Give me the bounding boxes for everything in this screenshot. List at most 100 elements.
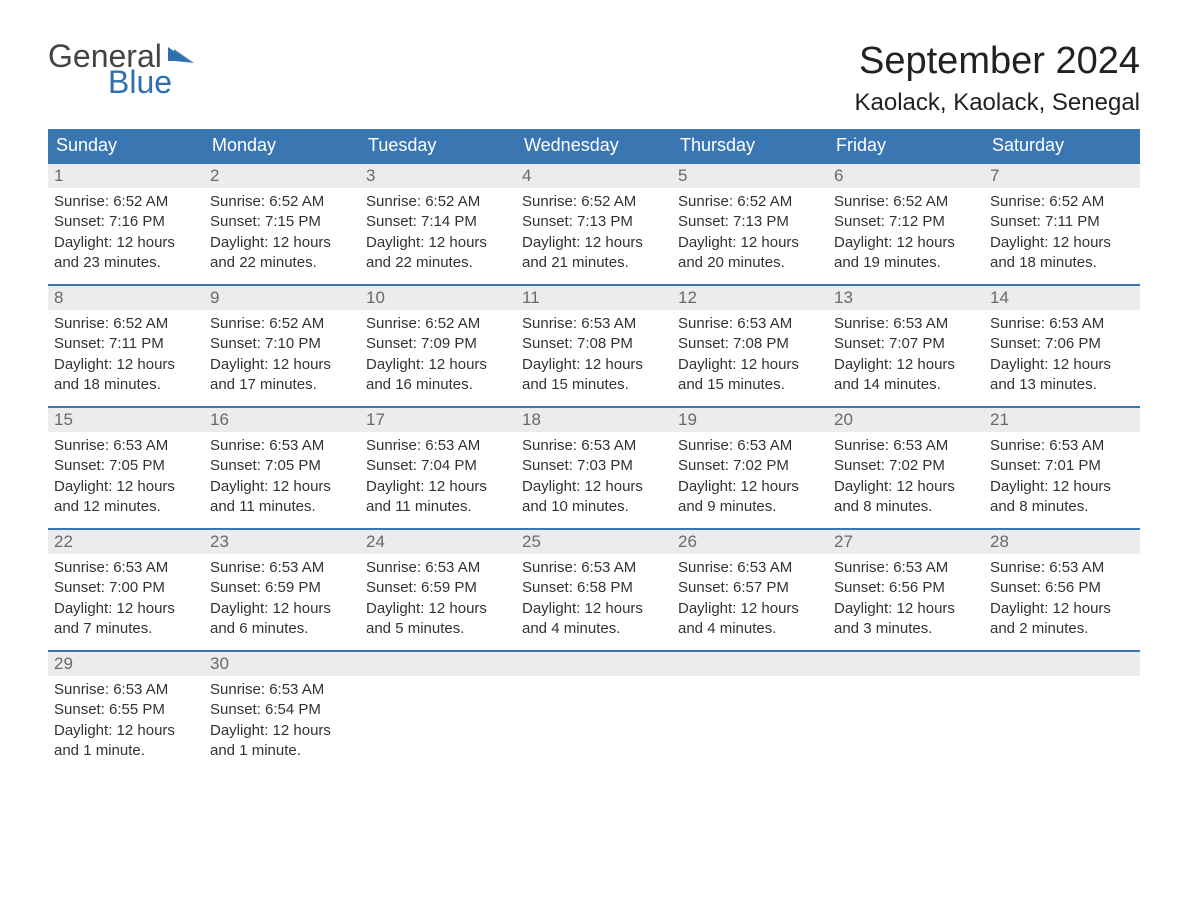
sunset-line: Sunset: 6:57 PM	[678, 578, 822, 598]
day-body: Sunrise: 6:53 AMSunset: 7:02 PMDaylight:…	[672, 432, 828, 525]
sunset-line: Sunset: 7:08 PM	[522, 334, 666, 354]
title-block: September 2024 Kaolack, Kaolack, Senegal	[854, 40, 1140, 117]
location-text: Kaolack, Kaolack, Senegal	[854, 89, 1140, 117]
day-number: 26	[672, 530, 828, 554]
sunset-line: Sunset: 7:04 PM	[366, 456, 510, 476]
daylight-line: Daylight: 12 hours and 3 minutes.	[834, 599, 978, 640]
day-number: 21	[984, 408, 1140, 432]
day-cell: 8Sunrise: 6:52 AMSunset: 7:11 PMDaylight…	[48, 286, 204, 406]
week-row: 1Sunrise: 6:52 AMSunset: 7:16 PMDaylight…	[48, 162, 1140, 284]
sunset-line: Sunset: 7:01 PM	[990, 456, 1134, 476]
day-body: Sunrise: 6:53 AMSunset: 7:04 PMDaylight:…	[360, 432, 516, 525]
sunset-line: Sunset: 7:02 PM	[678, 456, 822, 476]
week-row: 15Sunrise: 6:53 AMSunset: 7:05 PMDayligh…	[48, 406, 1140, 528]
day-body: Sunrise: 6:53 AMSunset: 7:00 PMDaylight:…	[48, 554, 204, 647]
day-number: 17	[360, 408, 516, 432]
empty-day-bar	[516, 652, 672, 676]
day-cell: 12Sunrise: 6:53 AMSunset: 7:08 PMDayligh…	[672, 286, 828, 406]
sunset-line: Sunset: 7:16 PM	[54, 212, 198, 232]
weekday-header: Sunday	[48, 129, 204, 162]
day-cell: 5Sunrise: 6:52 AMSunset: 7:13 PMDaylight…	[672, 164, 828, 284]
day-cell: 26Sunrise: 6:53 AMSunset: 6:57 PMDayligh…	[672, 530, 828, 650]
daylight-line: Daylight: 12 hours and 19 minutes.	[834, 233, 978, 274]
sunrise-line: Sunrise: 6:52 AM	[522, 192, 666, 212]
sunrise-line: Sunrise: 6:53 AM	[990, 436, 1134, 456]
sunrise-line: Sunrise: 6:53 AM	[990, 558, 1134, 578]
sunrise-line: Sunrise: 6:53 AM	[54, 680, 198, 700]
sunrise-line: Sunrise: 6:52 AM	[54, 314, 198, 334]
sunset-line: Sunset: 6:56 PM	[834, 578, 978, 598]
sunset-line: Sunset: 7:13 PM	[522, 212, 666, 232]
day-cell: 7Sunrise: 6:52 AMSunset: 7:11 PMDaylight…	[984, 164, 1140, 284]
day-cell: 25Sunrise: 6:53 AMSunset: 6:58 PMDayligh…	[516, 530, 672, 650]
day-body: Sunrise: 6:53 AMSunset: 7:05 PMDaylight:…	[48, 432, 204, 525]
day-body: Sunrise: 6:53 AMSunset: 6:59 PMDaylight:…	[360, 554, 516, 647]
weekday-header-row: Sunday Monday Tuesday Wednesday Thursday…	[48, 129, 1140, 162]
day-cell: 28Sunrise: 6:53 AMSunset: 6:56 PMDayligh…	[984, 530, 1140, 650]
sunset-line: Sunset: 7:10 PM	[210, 334, 354, 354]
weekday-header: Tuesday	[360, 129, 516, 162]
daylight-line: Daylight: 12 hours and 18 minutes.	[54, 355, 198, 396]
sunrise-line: Sunrise: 6:53 AM	[210, 558, 354, 578]
day-body: Sunrise: 6:52 AMSunset: 7:11 PMDaylight:…	[48, 310, 204, 403]
daylight-line: Daylight: 12 hours and 4 minutes.	[678, 599, 822, 640]
day-body: Sunrise: 6:52 AMSunset: 7:16 PMDaylight:…	[48, 188, 204, 281]
sunrise-line: Sunrise: 6:52 AM	[366, 314, 510, 334]
daylight-line: Daylight: 12 hours and 18 minutes.	[990, 233, 1134, 274]
day-number: 30	[204, 652, 360, 676]
weekday-header: Monday	[204, 129, 360, 162]
week-row: 22Sunrise: 6:53 AMSunset: 7:00 PMDayligh…	[48, 528, 1140, 650]
day-body: Sunrise: 6:52 AMSunset: 7:13 PMDaylight:…	[516, 188, 672, 281]
sunset-line: Sunset: 7:03 PM	[522, 456, 666, 476]
day-number: 13	[828, 286, 984, 310]
day-cell	[672, 652, 828, 772]
sunset-line: Sunset: 7:05 PM	[210, 456, 354, 476]
sunrise-line: Sunrise: 6:52 AM	[366, 192, 510, 212]
day-number: 25	[516, 530, 672, 554]
day-body: Sunrise: 6:53 AMSunset: 7:02 PMDaylight:…	[828, 432, 984, 525]
day-cell: 22Sunrise: 6:53 AMSunset: 7:00 PMDayligh…	[48, 530, 204, 650]
day-cell: 19Sunrise: 6:53 AMSunset: 7:02 PMDayligh…	[672, 408, 828, 528]
day-number: 11	[516, 286, 672, 310]
sunrise-line: Sunrise: 6:53 AM	[834, 314, 978, 334]
daylight-line: Daylight: 12 hours and 10 minutes.	[522, 477, 666, 518]
week-row: 8Sunrise: 6:52 AMSunset: 7:11 PMDaylight…	[48, 284, 1140, 406]
sunrise-line: Sunrise: 6:53 AM	[834, 558, 978, 578]
empty-day-bar	[360, 652, 516, 676]
sunset-line: Sunset: 6:55 PM	[54, 700, 198, 720]
day-cell: 11Sunrise: 6:53 AMSunset: 7:08 PMDayligh…	[516, 286, 672, 406]
empty-day-bar	[984, 652, 1140, 676]
day-body: Sunrise: 6:53 AMSunset: 6:54 PMDaylight:…	[204, 676, 360, 769]
day-number: 29	[48, 652, 204, 676]
weekday-header: Saturday	[984, 129, 1140, 162]
day-number: 24	[360, 530, 516, 554]
sunset-line: Sunset: 7:02 PM	[834, 456, 978, 476]
day-number: 1	[48, 164, 204, 188]
sunset-line: Sunset: 7:11 PM	[54, 334, 198, 354]
day-cell: 23Sunrise: 6:53 AMSunset: 6:59 PMDayligh…	[204, 530, 360, 650]
daylight-line: Daylight: 12 hours and 17 minutes.	[210, 355, 354, 396]
day-cell: 27Sunrise: 6:53 AMSunset: 6:56 PMDayligh…	[828, 530, 984, 650]
day-number: 23	[204, 530, 360, 554]
day-body: Sunrise: 6:53 AMSunset: 7:01 PMDaylight:…	[984, 432, 1140, 525]
daylight-line: Daylight: 12 hours and 8 minutes.	[834, 477, 978, 518]
day-body: Sunrise: 6:53 AMSunset: 6:57 PMDaylight:…	[672, 554, 828, 647]
day-number: 9	[204, 286, 360, 310]
sunrise-line: Sunrise: 6:53 AM	[210, 436, 354, 456]
daylight-line: Daylight: 12 hours and 21 minutes.	[522, 233, 666, 274]
day-body: Sunrise: 6:52 AMSunset: 7:10 PMDaylight:…	[204, 310, 360, 403]
logo-word2: Blue	[108, 66, 196, 98]
empty-day-bar	[672, 652, 828, 676]
day-body: Sunrise: 6:53 AMSunset: 7:08 PMDaylight:…	[516, 310, 672, 403]
sunset-line: Sunset: 7:05 PM	[54, 456, 198, 476]
sunrise-line: Sunrise: 6:52 AM	[990, 192, 1134, 212]
day-cell: 15Sunrise: 6:53 AMSunset: 7:05 PMDayligh…	[48, 408, 204, 528]
sunrise-line: Sunrise: 6:53 AM	[678, 314, 822, 334]
weekday-header: Thursday	[672, 129, 828, 162]
sunset-line: Sunset: 6:56 PM	[990, 578, 1134, 598]
daylight-line: Daylight: 12 hours and 1 minute.	[54, 721, 198, 762]
day-body: Sunrise: 6:53 AMSunset: 7:05 PMDaylight:…	[204, 432, 360, 525]
day-body: Sunrise: 6:53 AMSunset: 7:07 PMDaylight:…	[828, 310, 984, 403]
day-cell: 1Sunrise: 6:52 AMSunset: 7:16 PMDaylight…	[48, 164, 204, 284]
sunset-line: Sunset: 7:07 PM	[834, 334, 978, 354]
